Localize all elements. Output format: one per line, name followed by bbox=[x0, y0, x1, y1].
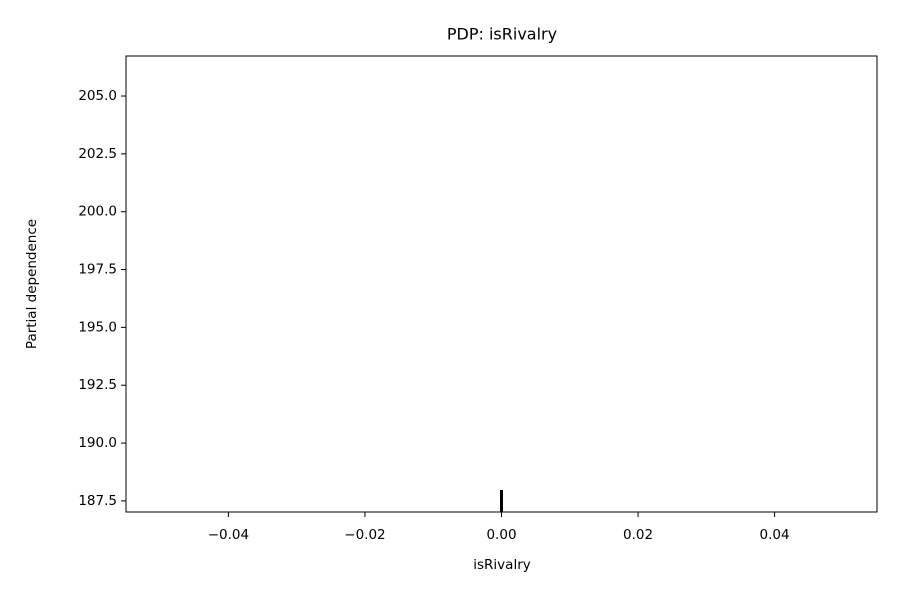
y-tick-label: 205.0 bbox=[78, 88, 117, 104]
x-tick-label: 0.00 bbox=[486, 527, 516, 543]
y-tick-label: 190.0 bbox=[78, 435, 117, 451]
x-tick-label: 0.02 bbox=[623, 527, 653, 543]
y-tick-label: 200.0 bbox=[78, 204, 117, 220]
y-tick-label: 195.0 bbox=[78, 319, 117, 335]
x-axis-label: isRivalry bbox=[473, 557, 530, 573]
x-tick-label: 0.04 bbox=[760, 527, 790, 543]
y-axis-label: Partial dependence bbox=[24, 219, 40, 349]
y-tick-label: 187.5 bbox=[78, 493, 117, 509]
y-tick-label: 192.5 bbox=[78, 377, 117, 393]
x-tick-label: −0.04 bbox=[208, 527, 249, 543]
y-tick-label: 202.5 bbox=[78, 146, 117, 162]
chart-title: PDP: isRivalry bbox=[447, 25, 557, 44]
x-tick-label: −0.02 bbox=[344, 527, 385, 543]
y-tick-label: 197.5 bbox=[78, 262, 117, 278]
